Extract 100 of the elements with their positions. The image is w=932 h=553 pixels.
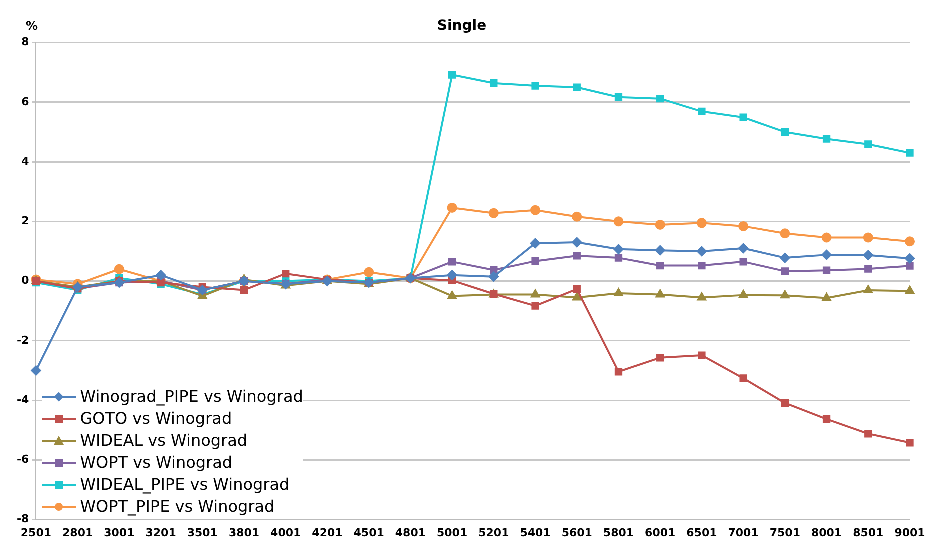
point bbox=[864, 265, 872, 273]
y-tick-label: 0 bbox=[22, 274, 30, 288]
x-tick-label: 2801 bbox=[62, 526, 94, 540]
point bbox=[696, 218, 707, 228]
point bbox=[448, 71, 456, 79]
point bbox=[906, 262, 914, 270]
legend-label: WIDEAL vs Winograd bbox=[80, 431, 248, 450]
legend-label: WOPT vs Winograd bbox=[80, 453, 233, 472]
point bbox=[906, 286, 914, 294]
point bbox=[822, 266, 831, 274]
y-tick-label: 4 bbox=[22, 154, 30, 168]
point bbox=[698, 262, 706, 270]
point bbox=[656, 95, 664, 103]
x-tick-label: 3801 bbox=[228, 526, 260, 540]
x-tick-label: 3001 bbox=[104, 526, 135, 540]
point bbox=[532, 257, 540, 266]
point bbox=[738, 244, 749, 254]
legend-label: GOTO vs Winograd bbox=[80, 409, 232, 428]
x-tick-label: 5001 bbox=[436, 526, 468, 540]
x-tick-label: 7001 bbox=[728, 526, 759, 540]
x-tick-label: 9001 bbox=[894, 526, 926, 540]
y-axis-title: % bbox=[26, 18, 38, 33]
point bbox=[738, 221, 749, 232]
x-tick-label: 5201 bbox=[478, 526, 510, 540]
point bbox=[656, 262, 664, 270]
point bbox=[739, 290, 748, 298]
point bbox=[572, 212, 582, 222]
x-tick-label: 5801 bbox=[603, 526, 634, 540]
point bbox=[614, 244, 624, 254]
point bbox=[614, 94, 623, 102]
x-tick-label: 4001 bbox=[270, 526, 302, 540]
point bbox=[822, 135, 831, 143]
point bbox=[532, 302, 540, 310]
point bbox=[614, 368, 623, 376]
point bbox=[822, 416, 831, 424]
x-tick-label: 6001 bbox=[645, 526, 676, 540]
point bbox=[781, 268, 790, 276]
x-tick-label: 2501 bbox=[20, 526, 52, 540]
point bbox=[905, 236, 915, 247]
point bbox=[781, 399, 790, 408]
chart-title: Single bbox=[437, 18, 487, 34]
point bbox=[698, 108, 706, 116]
point bbox=[282, 270, 290, 278]
point bbox=[573, 286, 581, 294]
point bbox=[740, 258, 748, 266]
point bbox=[656, 354, 664, 362]
y-tick-label: 2 bbox=[22, 214, 30, 228]
x-tick-label: 3501 bbox=[187, 526, 218, 540]
x-tick-label: 4801 bbox=[395, 526, 426, 540]
point bbox=[614, 288, 624, 297]
point bbox=[864, 430, 872, 438]
point bbox=[447, 270, 458, 280]
point bbox=[530, 205, 541, 216]
point bbox=[863, 232, 874, 243]
point bbox=[698, 352, 706, 360]
point bbox=[31, 366, 42, 376]
y-tick-label: -8 bbox=[16, 512, 30, 526]
point bbox=[572, 238, 582, 248]
point bbox=[740, 114, 748, 122]
point bbox=[114, 264, 124, 274]
x-tick-label: 5401 bbox=[520, 526, 551, 540]
point bbox=[906, 149, 914, 157]
point bbox=[655, 246, 666, 256]
point bbox=[614, 254, 623, 262]
point bbox=[490, 80, 498, 88]
y-tick-label: -6 bbox=[16, 453, 30, 466]
y-tick-label: -4 bbox=[16, 393, 30, 406]
point bbox=[780, 290, 790, 299]
point bbox=[906, 439, 914, 447]
x-tick-label: 7501 bbox=[770, 526, 800, 540]
x-tick-label: 8501 bbox=[853, 526, 884, 540]
point bbox=[532, 82, 540, 90]
point bbox=[656, 290, 665, 298]
point bbox=[488, 208, 499, 218]
point bbox=[822, 293, 832, 302]
point bbox=[614, 216, 624, 227]
point bbox=[531, 290, 540, 298]
point bbox=[697, 292, 706, 301]
x-tick-label: 6501 bbox=[686, 526, 718, 540]
point bbox=[572, 292, 582, 301]
y-tick-label: 6 bbox=[22, 95, 30, 108]
x-tick-label: 8001 bbox=[811, 526, 842, 540]
x-tick-label: 4201 bbox=[312, 526, 343, 540]
point bbox=[573, 252, 581, 260]
point bbox=[905, 254, 915, 264]
legend-label: WOPT_PIPE vs Winograd bbox=[80, 497, 275, 516]
point bbox=[156, 270, 166, 280]
point bbox=[655, 220, 666, 230]
point bbox=[822, 250, 832, 260]
point bbox=[448, 291, 457, 300]
point bbox=[864, 286, 873, 294]
point bbox=[447, 202, 458, 213]
point bbox=[488, 272, 499, 282]
x-tick-label: 4501 bbox=[354, 526, 384, 540]
point bbox=[696, 246, 707, 256]
point bbox=[240, 286, 248, 294]
point bbox=[740, 374, 748, 382]
point bbox=[530, 238, 541, 248]
point bbox=[364, 267, 374, 278]
y-tick-label: -2 bbox=[16, 334, 30, 347]
